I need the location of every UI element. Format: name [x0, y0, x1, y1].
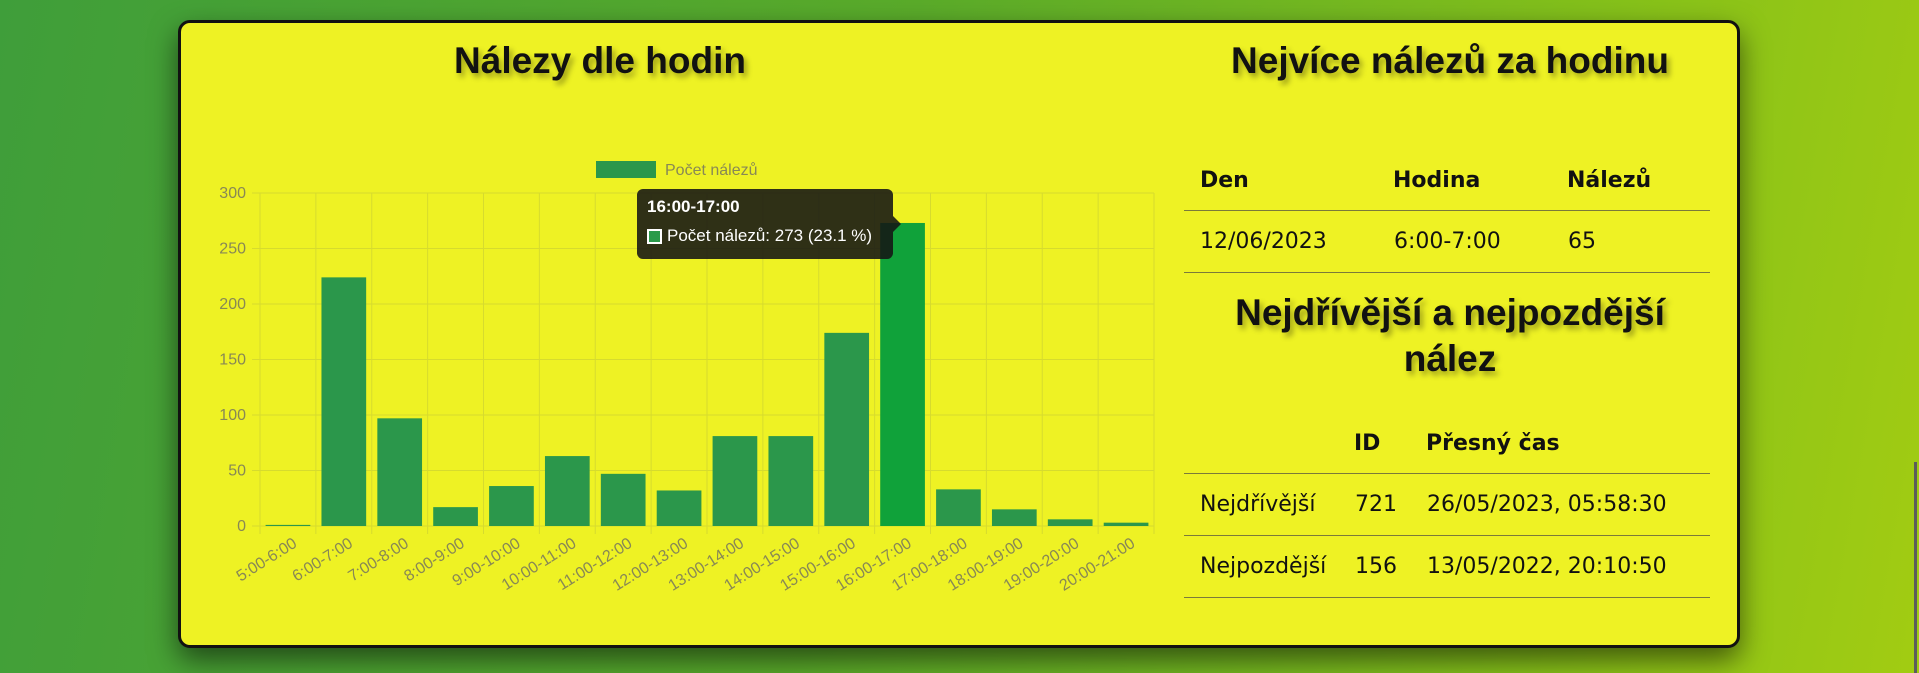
chart-tooltip: 16:00-17:00 Počet nálezů: 273 (23.1 %) [637, 189, 901, 259]
bar [265, 524, 311, 526]
bar [489, 486, 534, 526]
y-tick-label: 300 [219, 185, 246, 202]
y-tick-label: 200 [219, 296, 246, 313]
earliest-latest-title-line1: Nejdřívější a nejpozdější [1235, 292, 1665, 333]
table-header-row: ID Přesný čas [1184, 413, 1710, 474]
cell-time: 13/05/2022, 20:10:50 [1426, 535, 1710, 598]
bar [880, 222, 925, 526]
legend-swatch [596, 161, 656, 178]
table-row: Nejpozdější 156 13/05/2022, 20:10:50 [1184, 535, 1710, 598]
most-finds-table: Den Hodina Nálezů 12/06/2023 6:00-7:00 6… [1184, 150, 1710, 273]
table-header-row: Den Hodina Nálezů [1184, 150, 1710, 211]
y-tick-label: 150 [219, 352, 246, 369]
table-row: 12/06/2023 6:00-7:00 65 [1184, 210, 1710, 273]
earliest-latest-title: Nejdřívější a nejpozdější nález [1180, 290, 1720, 382]
cell-hour: 6:00-7:00 [1393, 210, 1567, 273]
table-row: Nejdřívější 721 26/05/2023, 05:58:30 [1184, 473, 1710, 536]
y-tick-label: 0 [237, 518, 246, 535]
bar [768, 436, 814, 526]
bar [1103, 522, 1149, 526]
bar [321, 277, 367, 526]
cell-label: Nejpozdější [1184, 535, 1354, 598]
column-header-day: Den [1184, 150, 1393, 211]
column-header-count: Nálezů [1567, 150, 1710, 211]
x-tick-label: 6:00-7:00 [290, 535, 356, 585]
chart-title: Nálezy dle hodin [454, 40, 746, 81]
y-tick-label: 250 [219, 241, 246, 258]
scrollbar-thumb[interactable] [1914, 462, 1917, 673]
tooltip-row: Počet nálezů: 273 (23.1 %) [647, 226, 883, 246]
cell-day: 12/06/2023 [1184, 210, 1393, 273]
bar [936, 489, 981, 526]
bar [600, 473, 646, 526]
earliest-latest-title-line2: nález [1403, 338, 1497, 379]
earliest-latest-table: ID Přesný čas Nejdřívější 721 26/05/2023… [1184, 413, 1710, 598]
x-tick-label: 7:00-8:00 [345, 535, 411, 585]
cell-id: 156 [1354, 535, 1426, 598]
most-finds-title: Nejvíce nálezů za hodinu [1231, 40, 1669, 81]
bar [377, 418, 423, 526]
bar [1047, 519, 1093, 526]
column-header-label [1184, 413, 1354, 474]
column-header-time: Přesný čas [1426, 413, 1710, 474]
bar [433, 507, 478, 526]
tooltip-caret [893, 216, 901, 232]
legend-label: Počet nálezů [665, 161, 758, 179]
bar [824, 332, 870, 526]
x-tick-label: 5:00-6:00 [234, 535, 300, 585]
bar [712, 436, 758, 526]
cell-id: 721 [1354, 473, 1426, 536]
bar [544, 456, 590, 526]
y-tick-label: 100 [219, 407, 246, 424]
tooltip-title: 16:00-17:00 [647, 197, 740, 216]
cell-count: 65 [1567, 210, 1710, 273]
cell-time: 26/05/2023, 05:58:30 [1426, 473, 1710, 536]
tooltip-text: Počet nálezů: 273 (23.1 %) [667, 226, 873, 245]
bar [991, 509, 1037, 526]
tooltip-swatch [647, 228, 662, 244]
y-tick-label: 50 [228, 463, 246, 480]
bar [656, 490, 702, 526]
cell-label: Nejdřívější [1184, 473, 1354, 536]
column-header-hour: Hodina [1393, 150, 1567, 211]
column-header-id: ID [1354, 413, 1426, 474]
